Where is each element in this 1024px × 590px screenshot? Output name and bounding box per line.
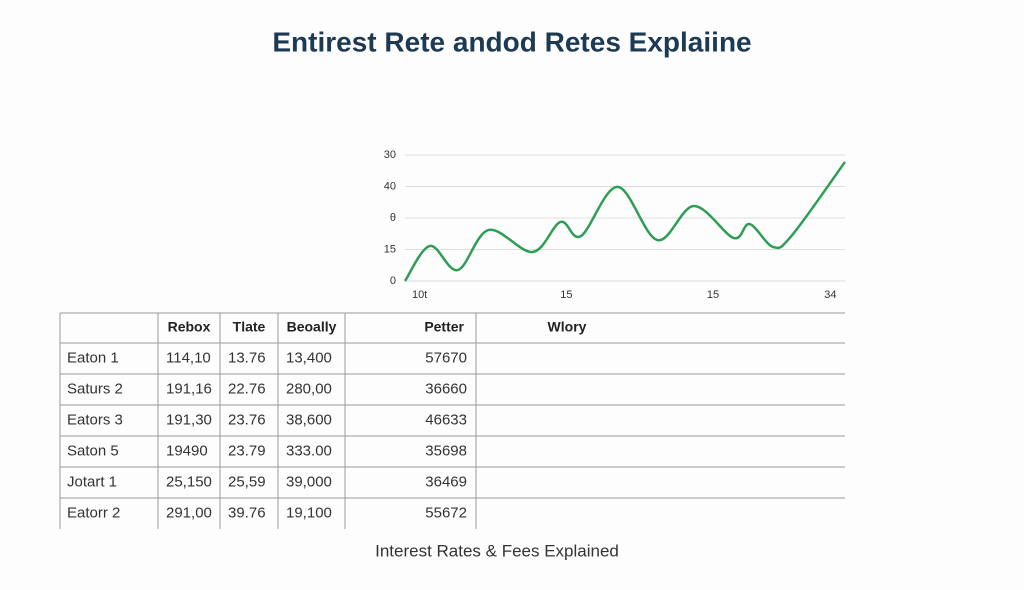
table-cell: 191,16	[166, 380, 212, 397]
x-tick-label: 34	[824, 289, 836, 301]
table-cell: 291,00	[166, 504, 212, 521]
table-cell: 13.76	[228, 349, 266, 366]
table-cell: Jotart 1	[67, 473, 117, 490]
table-cell: 280,00	[286, 380, 332, 397]
table-cell: 19,100	[286, 504, 332, 521]
table-cell: 191,30	[166, 411, 212, 428]
table-cell: 35698	[425, 442, 467, 459]
column-header: Beoally	[287, 319, 337, 335]
table-cell: 23.79	[228, 442, 266, 459]
table-cell: 333.00	[286, 442, 332, 459]
table-cell: Eators 3	[67, 411, 123, 428]
x-tick-label: 10t	[412, 289, 427, 301]
column-header: Petter	[424, 319, 464, 335]
table-cell: 36660	[425, 380, 467, 397]
y-tick-label: 30	[384, 149, 396, 161]
table-cell: Eatorr 2	[67, 504, 120, 521]
table-cell: 25,150	[166, 473, 212, 490]
table-cell: 39,000	[286, 473, 332, 490]
table-cell: 55672	[425, 504, 467, 521]
x-tick-label: 15	[560, 289, 572, 301]
table-cell: 25,59	[228, 473, 266, 490]
y-tick-label: 40	[384, 180, 396, 192]
x-tick-label: 15	[707, 289, 719, 301]
column-header: Rebox	[168, 319, 211, 335]
y-tick-label: 15	[384, 243, 396, 255]
table-cell: 36469	[425, 473, 467, 490]
caption: Interest Rates & Fees Explained	[375, 541, 619, 560]
title: Entirest Rete andod Retes Explaiine	[272, 26, 751, 57]
table-cell: Saturs 2	[67, 380, 123, 397]
table-cell: 114,10	[166, 349, 211, 366]
column-header: Tlate	[233, 319, 266, 335]
table-cell: 19490	[166, 442, 208, 459]
table-cell: 46633	[425, 411, 467, 428]
y-tick-label: θ	[390, 212, 396, 224]
table-cell: 39.76	[228, 504, 266, 521]
table-cell: Eaton 1	[67, 349, 119, 366]
column-header: Wlory	[548, 319, 587, 335]
table-cell: 38,600	[286, 411, 332, 428]
line	[403, 161, 847, 282]
table-cell: 13,400	[286, 349, 332, 366]
table-cell: Saton 5	[67, 442, 119, 459]
table-cell: 22.76	[228, 380, 266, 397]
table-cell: 57670	[425, 349, 467, 366]
y-tick-label: 0	[390, 275, 396, 287]
table-cell: 23.76	[228, 411, 266, 428]
